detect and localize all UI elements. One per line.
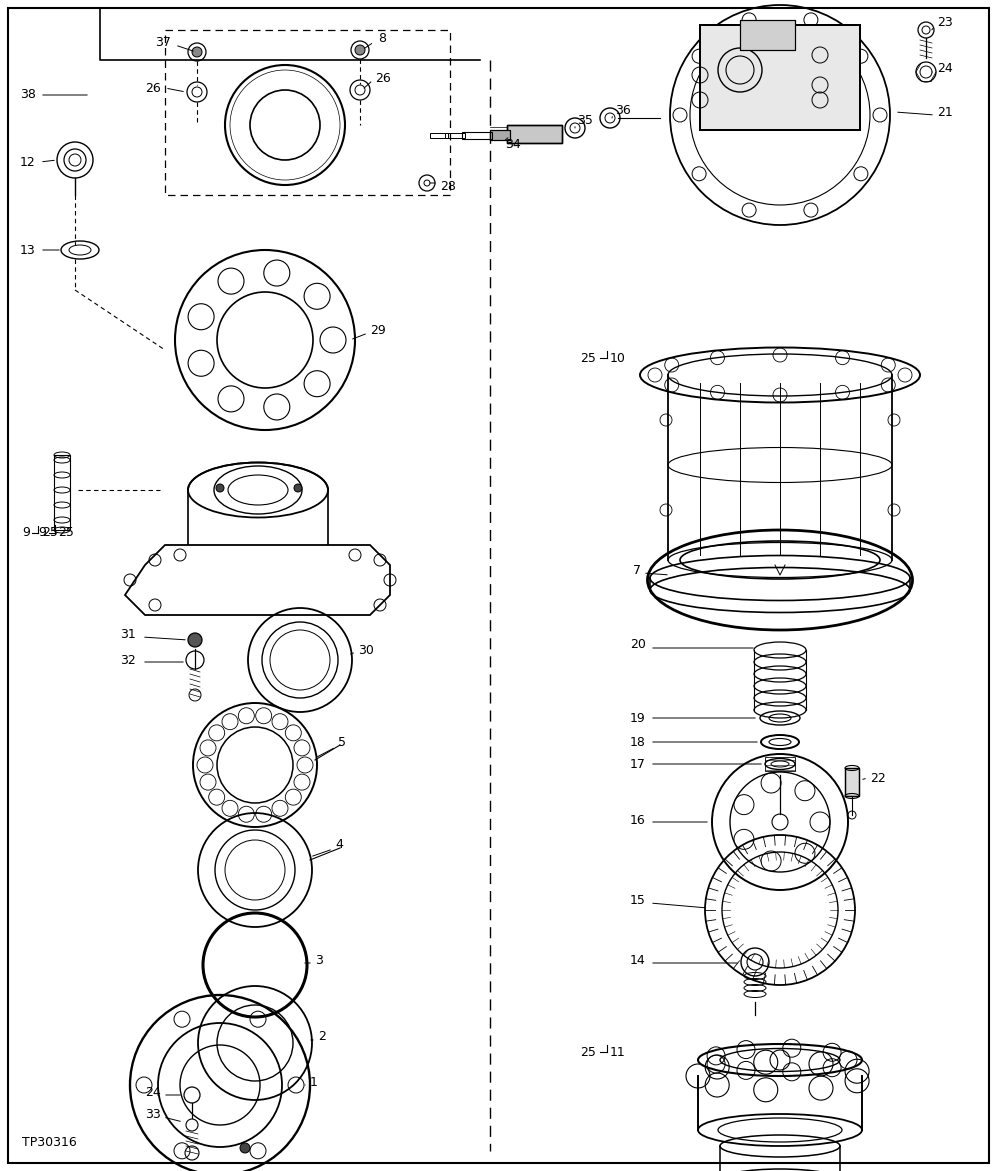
Text: 17: 17 <box>630 758 646 771</box>
Text: 7: 7 <box>633 563 641 576</box>
Bar <box>54 456 70 530</box>
Circle shape <box>188 634 202 648</box>
Text: 9: 9 <box>22 527 30 540</box>
Circle shape <box>192 47 202 57</box>
Text: 5: 5 <box>338 737 346 749</box>
Bar <box>445 133 465 138</box>
Circle shape <box>240 1143 250 1153</box>
Text: 16: 16 <box>630 814 646 827</box>
Text: 25: 25 <box>580 1046 596 1059</box>
Bar <box>700 25 860 130</box>
Text: 9: 9 <box>38 527 46 540</box>
Bar <box>490 130 510 141</box>
Text: 18: 18 <box>630 735 646 748</box>
Text: 4: 4 <box>335 838 343 851</box>
Text: 8: 8 <box>378 32 386 44</box>
Text: 33: 33 <box>145 1109 161 1122</box>
Text: 32: 32 <box>120 653 136 666</box>
Polygon shape <box>125 545 390 615</box>
Bar <box>765 756 795 771</box>
Text: 11: 11 <box>610 1046 626 1059</box>
Bar <box>740 20 795 50</box>
Text: 34: 34 <box>505 138 520 151</box>
Text: 26: 26 <box>145 82 161 95</box>
Text: 2: 2 <box>318 1030 326 1043</box>
Text: 13: 13 <box>20 244 36 256</box>
Text: 25: 25 <box>42 527 58 540</box>
Bar <box>490 130 510 141</box>
Bar <box>845 768 859 796</box>
Bar <box>507 125 562 143</box>
Text: 19: 19 <box>630 712 646 725</box>
Text: TP30316: TP30316 <box>22 1137 77 1150</box>
Bar <box>740 20 795 50</box>
Text: 15: 15 <box>630 893 646 906</box>
Text: 22: 22 <box>870 772 885 785</box>
Text: 25: 25 <box>580 351 596 364</box>
Text: 10: 10 <box>610 351 626 364</box>
Text: 38: 38 <box>20 89 36 102</box>
Text: 31: 31 <box>120 629 136 642</box>
Text: 36: 36 <box>615 103 631 116</box>
Text: 25: 25 <box>58 527 74 540</box>
Circle shape <box>294 484 302 492</box>
Text: 35: 35 <box>577 114 593 126</box>
Bar <box>845 768 859 796</box>
Text: 28: 28 <box>440 180 456 193</box>
Text: 29: 29 <box>370 323 386 336</box>
Text: 3: 3 <box>315 953 323 966</box>
Text: 30: 30 <box>358 644 374 657</box>
Text: 26: 26 <box>375 71 391 84</box>
Bar <box>462 132 492 139</box>
Circle shape <box>216 484 224 492</box>
Text: 14: 14 <box>630 953 646 966</box>
Text: 1: 1 <box>310 1075 318 1089</box>
Text: 37: 37 <box>155 35 170 48</box>
Text: 23: 23 <box>937 15 953 28</box>
Text: 20: 20 <box>630 638 646 651</box>
Text: 24: 24 <box>145 1087 161 1100</box>
Bar <box>700 25 860 130</box>
Text: 24: 24 <box>937 62 953 75</box>
Text: 21: 21 <box>937 105 953 118</box>
Bar <box>507 125 562 143</box>
Text: 12: 12 <box>20 156 36 169</box>
Bar <box>430 133 448 138</box>
Circle shape <box>355 44 365 55</box>
